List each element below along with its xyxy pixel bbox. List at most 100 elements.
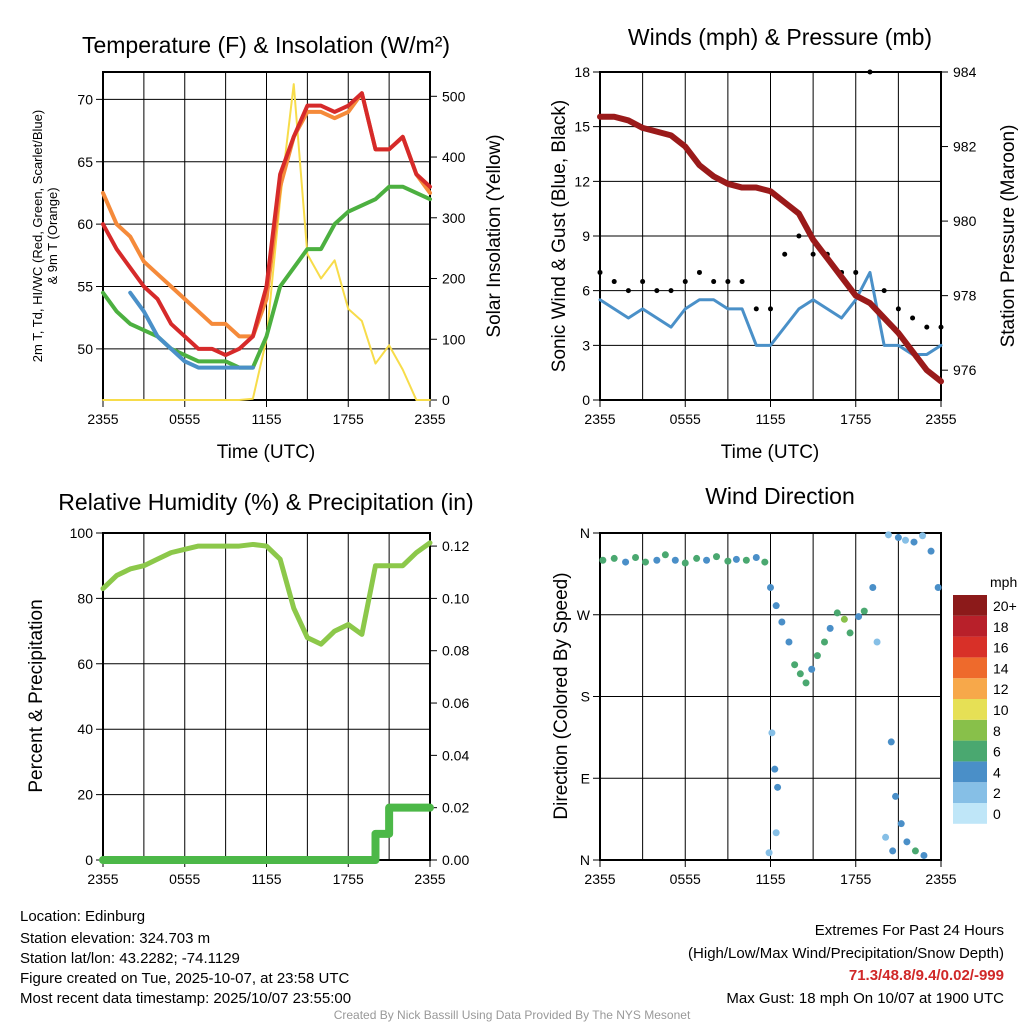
gust-point [867,69,873,75]
direction-point [820,638,828,646]
dir-xtick-label: 0555 [670,871,701,887]
direction-point [713,553,721,561]
gust-point [597,269,603,275]
series-station-pressure [597,113,944,385]
dir-plot-frame [599,532,942,861]
wind-xtick-label: 1755 [840,411,871,427]
direction-point [765,849,773,857]
temp-ytick-right-label: 200 [442,271,466,287]
gust-point [924,324,930,330]
rh-ytick-label: 60 [77,656,93,672]
gust-point [654,288,660,294]
direction-point [761,558,769,566]
colorbar-label: 14 [993,660,1009,676]
footer-recent: Most recent data timestamp: 2025/10/07 2… [20,990,351,1007]
gust-point [739,279,745,285]
temp-ytick-right-label: 500 [442,88,466,104]
direction-point [934,584,942,591]
direction-point [855,613,863,621]
direction-point [681,559,689,567]
direction-point [772,602,780,610]
rh-ytick-right-label: 0.02 [442,800,469,816]
direction-point [897,820,905,828]
direction-point [892,792,900,800]
direction-point [622,558,630,566]
direction-point [641,558,649,566]
gust-point [782,251,788,257]
rh-ytick-label: 20 [77,787,93,803]
wind-ytick-right-label: 984 [953,64,977,80]
wind-ytick-label: 15 [574,119,590,135]
rh-ytick-label: 40 [77,721,93,737]
footer-latlon: Station lat/lon: 43.2282; -74.1129 [20,950,240,967]
rh-ytick-label: 0 [85,852,93,868]
direction-point [860,607,868,615]
series-2m-t [101,91,432,358]
direction-point [889,847,897,855]
footer-created: Figure created on Tue, 2025-10-07, at 23… [20,970,350,987]
direction-point [791,661,799,669]
temp-xtick-label: 1755 [333,411,364,427]
colorbar-label: 12 [993,681,1009,697]
direction-point [846,629,854,637]
colorbar-label: 18 [993,619,1009,635]
wind-ylabel-right: Station Pressure (Maroon) [998,125,1019,348]
wind-ytick-label: 12 [574,173,590,189]
dir-xtick-label: 2355 [584,871,615,887]
gust-point [753,306,759,312]
gust-point [711,279,717,285]
rh-ytick-right-label: 0.00 [442,852,469,868]
temp-ytick-right-label: 100 [442,331,466,347]
rh-ytick-right-label: 0.12 [442,538,469,554]
temp-xtick-label: 2355 [87,411,118,427]
wind-xtick-label: 0555 [670,411,701,427]
wind-ytick-label: 3 [582,337,590,353]
series-sonic-wind [598,270,943,356]
colorbar-swatch [953,719,987,741]
gust-point [640,279,646,285]
temp-plot-frame [102,71,431,401]
temp-ylabel-2: & 9m T (Orange) [45,187,60,284]
rh-ytick-label: 100 [70,525,94,541]
dir-xtick-label: 2355 [925,871,956,887]
direction-point [774,783,782,791]
wind-ytick-label: 9 [582,228,590,244]
direction-point [610,554,618,562]
direction-point [927,547,935,555]
extremes-fields: (High/Low/Max Wind/Precipitation/Snow De… [688,945,1004,962]
colorbar-label: 6 [993,744,1001,760]
dir-ytick-label: N [580,852,590,868]
series-relative-humidity [100,540,433,647]
rh-ylabel: Percent & Precipitation [26,599,47,792]
dir-ytick-label: W [577,607,591,623]
temp-xtick-label: 0555 [169,411,200,427]
colorbar-swatch [953,615,987,637]
direction-point [887,738,895,746]
gust-point [696,269,702,275]
direction-point [802,679,810,687]
direction-point [632,554,640,562]
rh-ytick-right-label: 0.08 [442,643,469,659]
colorbar-swatch [953,636,987,658]
temp-ylabel: 2m T, Td, HI/WC (Red, Green, Scarlet/Blu… [30,110,45,362]
dir-ylabel: Direction (Colored By Speed) [551,572,572,819]
gust-point [611,279,617,285]
direction-point [693,554,701,562]
direction-point [785,638,793,646]
gust-point [910,315,916,321]
wind-ylabel: Sonic Wind & Gust (Blue, Black) [549,100,570,372]
direction-point [813,652,821,660]
gust-point [796,233,802,239]
direction-point [808,665,816,673]
direction-point [840,615,848,623]
rh-ytick-right-label: 0.06 [442,695,469,711]
wind-ytick-label: 0 [582,392,590,408]
rh-ytick-right-label: 0.10 [442,590,469,606]
rh-xtick-label: 0555 [169,871,200,887]
direction-point [778,618,786,626]
colorbar-title: mph [990,574,1017,590]
series-hi-wc [128,290,255,370]
max-gust: Max Gust: 18 mph On 10/07 at 1900 UTC [726,990,1004,1007]
extremes-title: Extremes For Past 24 Hours [815,922,1004,939]
gust-point [625,288,631,294]
